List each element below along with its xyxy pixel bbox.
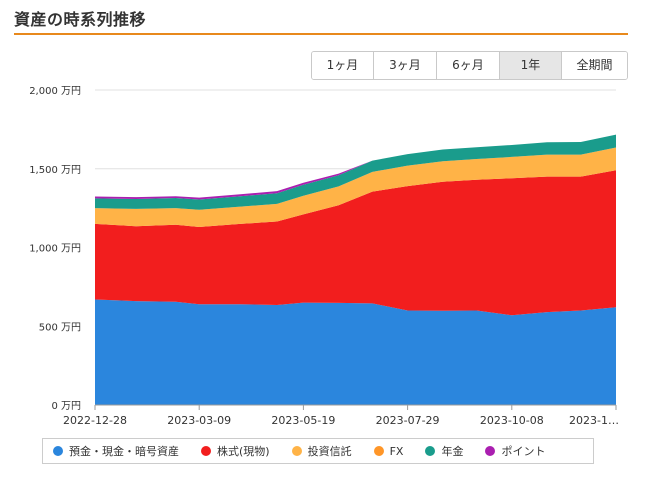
page-title: 資産の時系列推移 — [14, 10, 147, 29]
legend-item-pension[interactable]: 年金 — [425, 443, 463, 459]
series-area-0 — [95, 299, 616, 405]
legend-label: 株式(現物) — [217, 445, 270, 458]
legend-item-points[interactable]: ポイント — [485, 443, 545, 459]
legend-item-deposits[interactable]: 預金・現金・暗号資産 — [53, 443, 179, 459]
legend-label: ポイント — [501, 445, 546, 458]
x-tick-label: 2023-10-08 — [480, 414, 544, 427]
title-divider — [14, 33, 628, 35]
legend-label: 投資信託 — [307, 445, 352, 458]
tab-1-month[interactable]: 1ヶ月 — [312, 52, 374, 79]
legend-label: 預金・現金・暗号資産 — [69, 445, 179, 458]
tab-1-year[interactable]: 1年 — [500, 52, 562, 79]
legend-item-stocks[interactable]: 株式(現物) — [201, 443, 270, 459]
x-tick-label: 2023-05-19 — [271, 414, 335, 427]
legend-marker-icon — [425, 446, 436, 456]
x-tick-label: 2023-1… — [569, 414, 619, 427]
legend-marker-icon — [485, 446, 496, 456]
y-tick-label: 500 万円 — [39, 322, 81, 333]
chart-legend: 預金・現金・暗号資産 株式(現物) 投資信託 FX 年金 ポイント — [42, 438, 594, 464]
y-tick-label: 1,500 万円 — [29, 165, 81, 176]
legend-item-fx[interactable]: FX — [373, 444, 404, 458]
x-tick-label: 2023-03-09 — [167, 414, 231, 427]
tab-all-time[interactable]: 全期間 — [562, 52, 627, 79]
legend-marker-icon — [373, 446, 384, 456]
series-area-2 — [95, 147, 616, 227]
y-tick-label: 1,000 万円 — [29, 244, 81, 255]
legend-item-funds[interactable]: 投資信託 — [291, 443, 352, 459]
legend-marker-icon — [201, 446, 211, 456]
series-area-1 — [95, 170, 616, 316]
y-tick-label: 0 万円 — [51, 401, 81, 412]
y-tick-label: 2,000 万円 — [29, 86, 81, 97]
legend-marker-icon — [53, 446, 63, 456]
tab-6-months[interactable]: 6ヶ月 — [437, 52, 500, 79]
series-area-4 — [95, 134, 616, 210]
x-tick-label: 2022-12-28 — [63, 414, 127, 427]
legend-marker-icon — [291, 446, 302, 456]
legend-label: FX — [389, 444, 404, 458]
tab-3-months[interactable]: 3ヶ月 — [374, 52, 437, 79]
x-tick-label: 2023-07-29 — [376, 414, 440, 427]
asset-area-chart: 0 万円 500 万円 1,000 万円 1,500 万円 2,000 万円 2022-1… — [29, 86, 619, 427]
range-tab-group: 1ヶ月 3ヶ月 6ヶ月 1年 全期間 — [311, 51, 628, 80]
legend-label: 年金 — [441, 445, 464, 458]
